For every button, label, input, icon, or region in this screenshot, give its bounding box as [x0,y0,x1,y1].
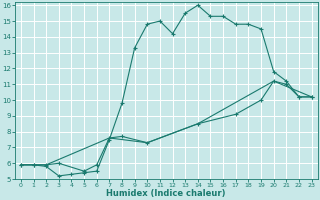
X-axis label: Humidex (Indice chaleur): Humidex (Indice chaleur) [107,189,226,198]
